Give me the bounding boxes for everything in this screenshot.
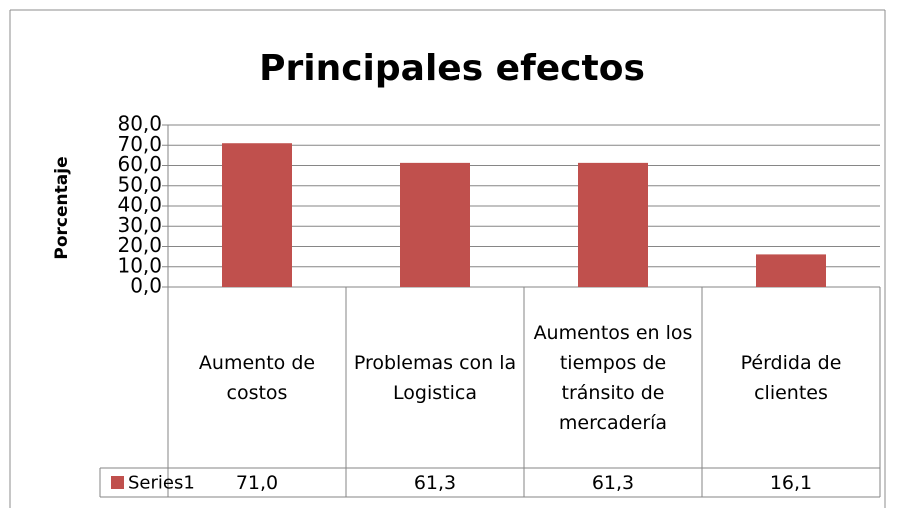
y-tick-label: 10,0 (117, 253, 162, 277)
category-label: Aumento de costos (198, 351, 316, 404)
y-tick-label: 70,0 (117, 132, 162, 156)
chart-title: Principales efectos (259, 48, 645, 89)
y-tick-label: 0,0 (130, 274, 162, 298)
legend-label: Series1 (128, 473, 195, 494)
category-label: Aumentos en los tiempos de tránsito de m… (533, 321, 693, 434)
bar (578, 162, 648, 287)
y-tick-label: 40,0 (117, 193, 162, 217)
y-tick-label: 50,0 (117, 172, 162, 196)
y-tick-label: 60,0 (117, 152, 162, 176)
value-label: 16,1 (769, 471, 813, 494)
value-label: 61,3 (591, 471, 635, 494)
value-label: 71,0 (235, 471, 279, 494)
bar (400, 162, 470, 287)
y-tick-label: 20,0 (117, 233, 162, 257)
y-axis-label: Porcentaje (52, 156, 72, 259)
category-label: Problemas con la Logistica (353, 351, 517, 404)
legend-swatch (111, 476, 124, 489)
y-tick-label: 80,0 (117, 112, 162, 136)
category-label: Pérdida de clientes (740, 351, 842, 404)
bar (756, 254, 826, 287)
bar (222, 143, 292, 287)
y-tick-label: 30,0 (117, 213, 162, 237)
value-label: 61,3 (413, 471, 457, 494)
